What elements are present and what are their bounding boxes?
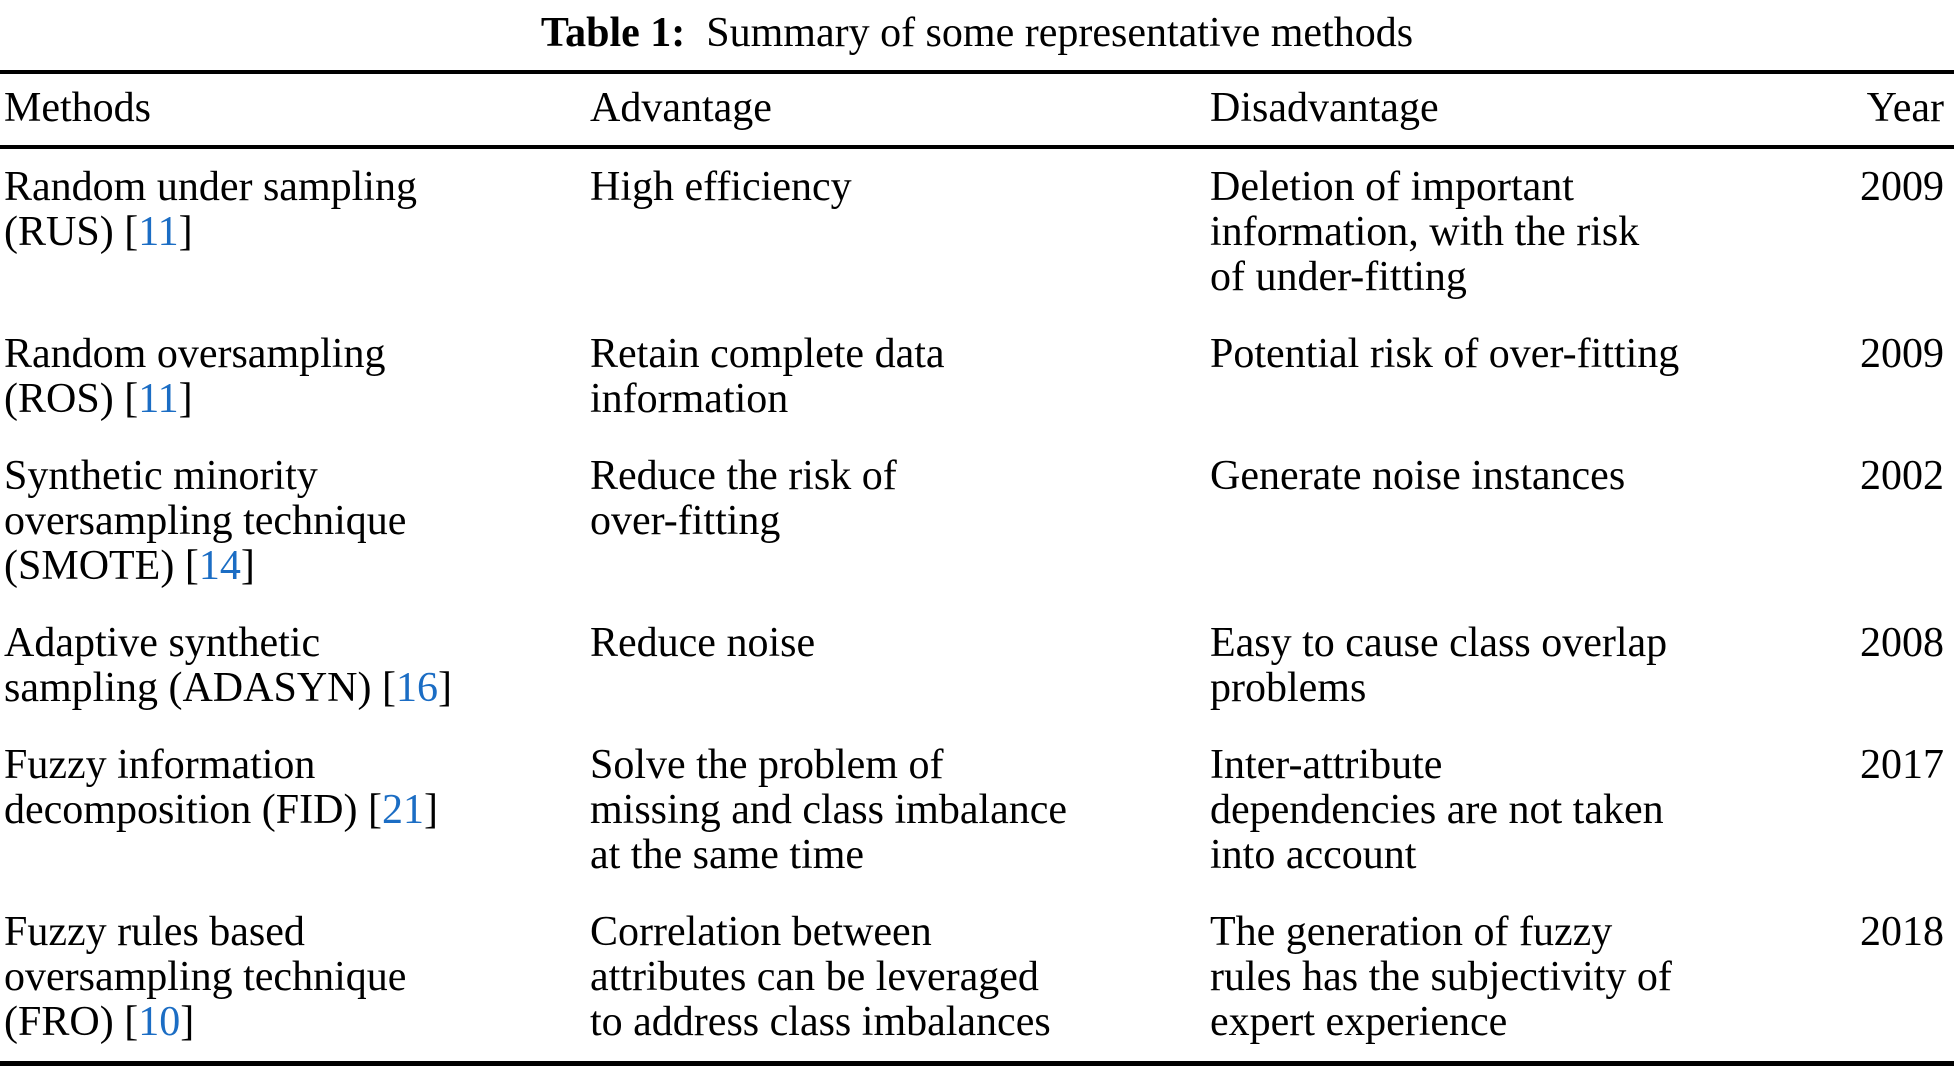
method-name: Random oversampling (ROS)	[4, 331, 386, 422]
advantage-cell: Solve the problem of missing and class i…	[590, 742, 1068, 878]
methods-summary-table: Methods Advantage Disadvantage Year Rand…	[0, 70, 1954, 1066]
ref-bracket-open: [	[124, 999, 139, 1045]
table-row: Fuzzy rules based oversampling technique…	[0, 894, 1954, 1064]
method-name: Fuzzy rules based oversampling technique…	[4, 909, 407, 1045]
advantage-cell: Correlation between attributes can be le…	[590, 909, 1051, 1045]
disadvantage-cell: The generation of fuzzy rules has the su…	[1210, 909, 1672, 1045]
method-name: Random under sampling (RUS)	[4, 164, 417, 255]
year-cell: 2009	[1860, 164, 1944, 210]
disadvantage-cell: Potential risk of over-fitting	[1210, 331, 1680, 377]
citation-link[interactable]: 10	[138, 999, 181, 1045]
citation-link[interactable]: 21	[381, 787, 424, 833]
method-cell: Adaptive synthetic sampling (ADASYN) [16…	[0, 605, 590, 727]
advantage-cell: High efficiency	[590, 164, 852, 210]
table-row: Synthetic minority oversampling techniqu…	[0, 438, 1954, 605]
citation-link[interactable]: 11	[138, 376, 179, 422]
year-cell: 2017	[1860, 742, 1944, 788]
ref-bracket-open: [	[381, 665, 396, 711]
ref-bracket-open: [	[367, 787, 382, 833]
table-row: Adaptive synthetic sampling (ADASYN) [16…	[0, 605, 1954, 727]
table-row: Random under sampling (RUS) [11] High ef…	[0, 147, 1954, 316]
table-row: Fuzzy information decomposition (FID) [2…	[0, 727, 1954, 894]
table-caption: Table 1: Summary of some representative …	[0, 8, 1954, 58]
method-cell: Random under sampling (RUS) [11]	[0, 147, 590, 316]
ref-bracket-open: [	[184, 543, 199, 589]
ref-bracket-close: ]	[423, 787, 438, 833]
citation-link[interactable]: 11	[138, 209, 179, 255]
citation-link[interactable]: 16	[395, 665, 438, 711]
table-caption-text: Summary of some representative methods	[706, 10, 1414, 56]
table-caption-label: Table 1:	[540, 10, 686, 56]
disadvantage-cell: Easy to cause class overlap problems	[1210, 620, 1668, 711]
method-name: Fuzzy information decomposition (FID)	[4, 742, 358, 833]
disadvantage-cell: Deletion of important information, with …	[1210, 164, 1640, 300]
ref-bracket-open: [	[124, 209, 139, 255]
ref-bracket-close: ]	[180, 999, 195, 1045]
disadvantage-cell: Generate noise instances	[1210, 453, 1626, 499]
table-row: Random oversampling (ROS) [11] Retain co…	[0, 316, 1954, 438]
ref-bracket-close: ]	[437, 665, 452, 711]
disadvantage-cell: Inter-attribute dependencies are not tak…	[1210, 742, 1664, 878]
col-header-methods: Methods	[4, 85, 151, 131]
advantage-cell: Reduce the risk of over-fitting	[590, 453, 897, 544]
ref-bracket-open: [	[124, 376, 139, 422]
year-cell: 2018	[1860, 909, 1944, 955]
header-row: Methods Advantage Disadvantage Year	[0, 72, 1954, 147]
col-header-advantage: Advantage	[590, 85, 772, 131]
col-header-disadvantage: Disadvantage	[1210, 85, 1439, 131]
method-cell: Synthetic minority oversampling techniqu…	[0, 438, 590, 605]
method-name: Synthetic minority oversampling techniqu…	[4, 453, 407, 589]
ref-bracket-close: ]	[178, 209, 193, 255]
year-cell: 2002	[1860, 453, 1944, 499]
method-name: Adaptive synthetic sampling (ADASYN)	[4, 620, 372, 711]
method-cell: Fuzzy rules based oversampling technique…	[0, 894, 590, 1064]
advantage-cell: Retain complete data information	[590, 331, 945, 422]
col-header-year: Year	[1866, 85, 1944, 131]
ref-bracket-close: ]	[240, 543, 255, 589]
citation-link[interactable]: 14	[198, 543, 241, 589]
year-cell: 2009	[1860, 331, 1944, 377]
advantage-cell: Reduce noise	[590, 620, 816, 666]
method-cell: Fuzzy information decomposition (FID) [2…	[0, 727, 590, 894]
method-cell: Random oversampling (ROS) [11]	[0, 316, 590, 438]
ref-bracket-close: ]	[178, 376, 193, 422]
year-cell: 2008	[1860, 620, 1944, 666]
